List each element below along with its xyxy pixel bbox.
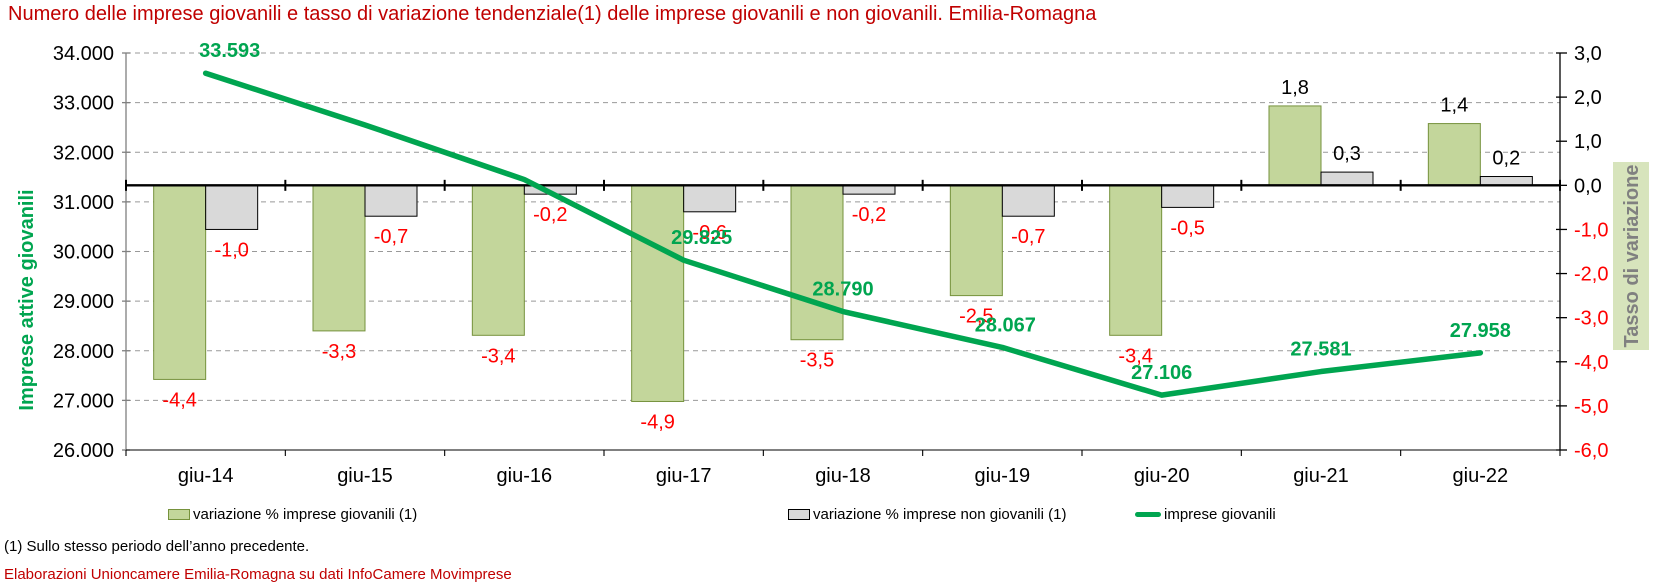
y-axis-left-title: Imprese attive giovanili xyxy=(16,189,38,410)
footnote-source: Elaborazioni Unioncamere Emilia-Romagna … xyxy=(4,566,512,583)
bar-value-label: -3,4 xyxy=(481,345,515,367)
bar-giovanili-giu-15 xyxy=(312,184,366,332)
line-point-label: 28.790 xyxy=(812,279,873,301)
bar-giovanili-giu-17 xyxy=(631,184,685,402)
bar-value-label: -0,2 xyxy=(533,204,567,226)
y-axis-right-tick-label: -3,0 xyxy=(1574,308,1608,330)
line-point-label: 27.958 xyxy=(1450,320,1511,342)
y-axis-left-tick-label: 27.000 xyxy=(53,390,114,412)
x-axis-label-giu-22: giu-22 xyxy=(1453,465,1509,487)
line-point-label: 33.593 xyxy=(199,40,260,62)
x-axis-label-giu-14: giu-14 xyxy=(178,465,234,487)
y-axis-left-tick-label: 26.000 xyxy=(53,440,114,462)
footnote-periodo: (1) Sullo stesso periodo dell’anno prece… xyxy=(4,538,310,555)
y-axis-left-tick-label: 28.000 xyxy=(53,341,114,363)
bar-non-giovanili-giu-21 xyxy=(1320,171,1374,186)
bar-value-label: -3,3 xyxy=(322,341,356,363)
x-axis-label-giu-20: giu-20 xyxy=(1134,465,1190,487)
bar-value-label: 0,3 xyxy=(1333,143,1361,165)
bar-value-label: -4,9 xyxy=(640,411,674,433)
line-point-label: 29.825 xyxy=(671,227,732,249)
bar-non-giovanili-giu-18 xyxy=(842,184,896,195)
y-axis-left-tick-label: 34.000 xyxy=(53,43,114,65)
x-axis-label-giu-17: giu-17 xyxy=(656,465,712,487)
y-axis-right-tick-label: 0,0 xyxy=(1574,175,1602,197)
bar-value-label: 0,2 xyxy=(1492,148,1520,170)
bar-value-label: -3,4 xyxy=(1118,345,1152,367)
y-axis-left-tick-label: 29.000 xyxy=(53,291,114,313)
legend-label: variazione % imprese non giovanili (1) xyxy=(813,505,1067,523)
y-axis-right-title-bg xyxy=(1613,162,1649,350)
bar-value-label: -3,5 xyxy=(800,350,834,372)
bar-giovanili-giu-21 xyxy=(1268,105,1322,186)
bar-giovanili-giu-22 xyxy=(1427,123,1481,186)
bar-value-label: -0,7 xyxy=(1011,226,1045,248)
x-axis-label-giu-16: giu-16 xyxy=(497,465,553,487)
line-point-label: 28.067 xyxy=(975,314,1036,336)
bar-non-giovanili-giu-17 xyxy=(683,184,737,213)
y-axis-left-tick-label: 31.000 xyxy=(53,192,114,214)
bar-value-label: -0,7 xyxy=(374,226,408,248)
bar-value-label: 1,8 xyxy=(1281,77,1309,99)
bar-value-label: -0,2 xyxy=(852,204,886,226)
chart-plot-area: 34.000 33.000 32.000 31.000 30.000 29.000 28.0… xyxy=(16,40,1649,487)
bar-value-label: -1,0 xyxy=(214,239,248,261)
y-axis-left-tick-label: 32.000 xyxy=(53,142,114,164)
bar-giovanili-giu-18 xyxy=(790,184,844,341)
y-axis-right-tick-label: -1,0 xyxy=(1574,219,1608,241)
y-axis-right-tick-label: -2,0 xyxy=(1574,264,1608,286)
bar-giovanili-giu-14 xyxy=(153,184,207,380)
bar-non-giovanili-giu-20 xyxy=(1161,184,1215,208)
bar-non-giovanili-giu-19 xyxy=(1001,184,1055,217)
line-imprese-giovanili xyxy=(202,70,1484,398)
y-axis-left-tick-label: 33.000 xyxy=(53,93,114,115)
y-axis-right-tick-label: 3,0 xyxy=(1574,43,1602,65)
bar-non-giovanili-giu-22 xyxy=(1479,176,1533,186)
legend-item-imprese-giovanili: imprese giovanili xyxy=(1135,503,1276,525)
x-axis-label-giu-21: giu-21 xyxy=(1293,465,1349,487)
legend-label: variazione % imprese giovanili (1) xyxy=(193,505,418,523)
y-axis-right-tick-label: -6,0 xyxy=(1574,440,1608,462)
bar-value-label: -4,4 xyxy=(162,389,196,411)
y-axis-right-title: Tasso di variazione xyxy=(1621,164,1643,347)
bar-non-giovanili-giu-14 xyxy=(205,184,259,230)
x-axis-label-giu-19: giu-19 xyxy=(975,465,1031,487)
legend-swatch-green-line xyxy=(1135,511,1161,517)
x-axis-label-giu-18: giu-18 xyxy=(815,465,871,487)
chart-title: Numero delle imprese giovanili e tasso d… xyxy=(8,3,1097,25)
y-axis-right-tick-label: 1,0 xyxy=(1574,131,1602,153)
legend-swatch-green-bar xyxy=(168,508,190,520)
bar-value-label: -0,5 xyxy=(1170,217,1204,239)
bar-value-label: 1,4 xyxy=(1440,95,1468,117)
bar-value-label: -0,6 xyxy=(692,222,726,244)
bar-giovanili-giu-19 xyxy=(949,184,1003,297)
legend-item-variazione-giovanili: variazione % imprese giovanili (1) xyxy=(168,503,417,525)
y-axis-right-tick-label: -5,0 xyxy=(1574,396,1608,418)
legend-item-variazione-non-giovanili: variazione % imprese non giovanili (1) xyxy=(788,503,1066,525)
line-point-label: 27.106 xyxy=(1131,362,1192,384)
legend-swatch-gray-bar xyxy=(788,508,810,520)
y-axis-left-tick-label: 30.000 xyxy=(53,242,114,264)
bar-giovanili-giu-20 xyxy=(1109,184,1163,336)
bar-value-label: -2,5 xyxy=(959,306,993,328)
line-point-label: 27.581 xyxy=(1290,339,1351,361)
bar-non-giovanili-giu-15 xyxy=(364,184,418,217)
bar-giovanili-giu-16 xyxy=(471,184,525,336)
y-axis-right-tick-label: 2,0 xyxy=(1574,87,1602,109)
legend-label: imprese giovanili xyxy=(1164,505,1276,523)
x-axis-label-giu-15: giu-15 xyxy=(337,465,393,487)
y-axis-right-tick-label: -4,0 xyxy=(1574,352,1608,374)
